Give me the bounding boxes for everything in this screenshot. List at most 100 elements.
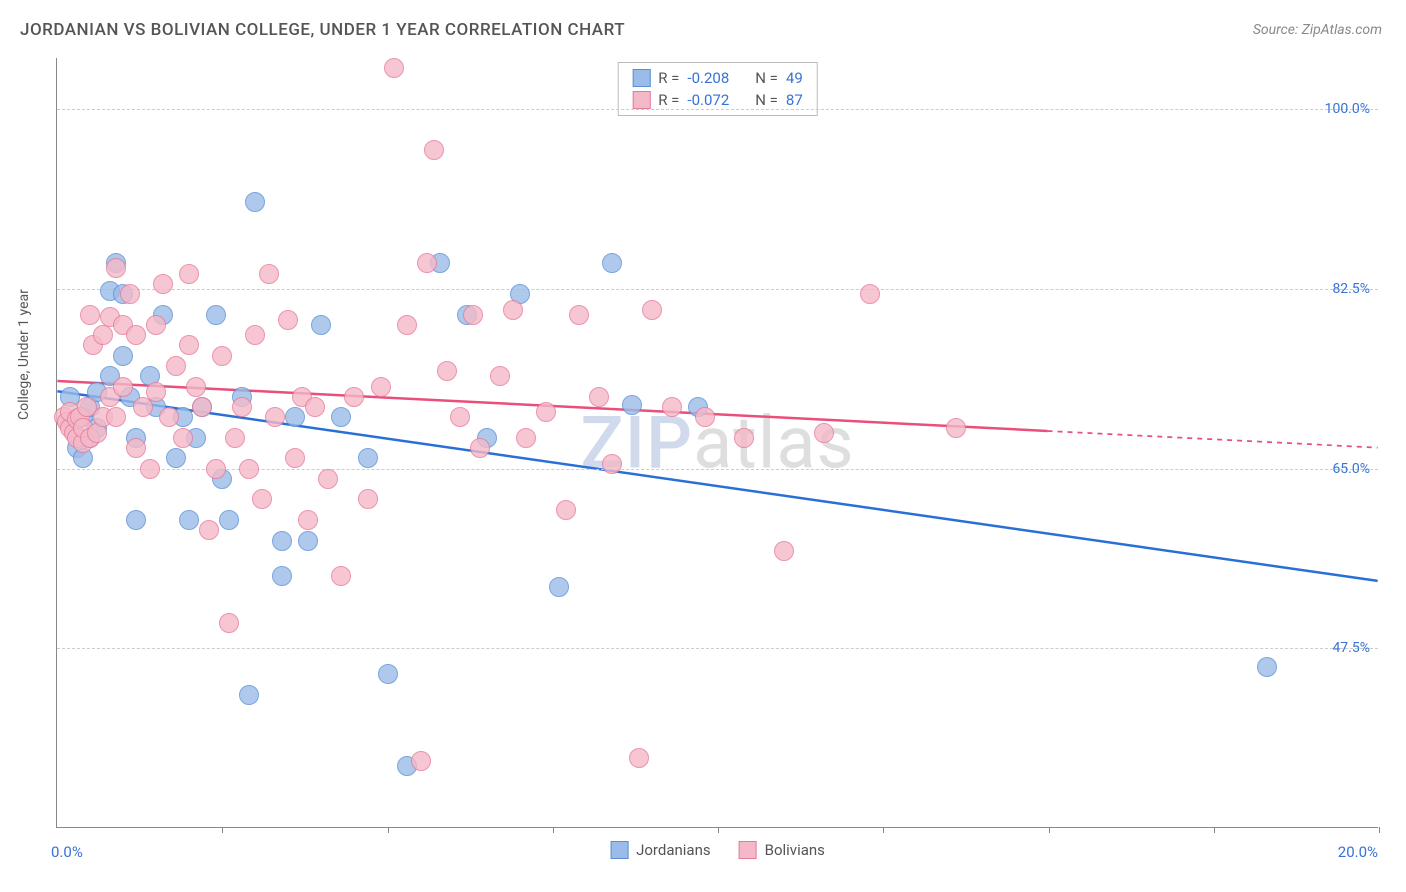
scatter-point (126, 438, 146, 458)
n-value: 87 (786, 89, 803, 111)
scatter-point (212, 346, 232, 366)
chart-container: JORDANIAN VS BOLIVIAN COLLEGE, UNDER 1 Y… (0, 0, 1406, 892)
scatter-point (602, 253, 622, 273)
n-label: N = (755, 67, 778, 89)
scatter-point (331, 566, 351, 586)
scatter-point (192, 397, 212, 417)
scatter-point (153, 274, 173, 294)
scatter-point (173, 428, 193, 448)
y-tick-label: 47.5% (1332, 640, 1370, 656)
scatter-point (239, 685, 259, 705)
scatter-point (166, 448, 186, 468)
scatter-point (384, 58, 404, 78)
scatter-point (232, 397, 252, 417)
scatter-point (113, 346, 133, 366)
scatter-point (146, 315, 166, 335)
trend-lines-layer (57, 58, 1378, 827)
scatter-point (569, 305, 589, 325)
legend-swatch (632, 91, 650, 109)
scatter-point (120, 284, 140, 304)
scatter-point (860, 284, 880, 304)
scatter-point (225, 428, 245, 448)
scatter-point (146, 382, 166, 402)
scatter-point (285, 448, 305, 468)
y-tick-label: 65.0% (1332, 461, 1370, 477)
scatter-point (358, 489, 378, 509)
scatter-point (206, 459, 226, 479)
scatter-point (113, 377, 133, 397)
legend-row: R = -0.072 N = 87 (632, 89, 803, 111)
scatter-point (344, 387, 364, 407)
scatter-point (417, 253, 437, 273)
y-tick-label: 82.5% (1332, 281, 1370, 297)
gridline (57, 648, 1378, 649)
scatter-point (814, 423, 834, 443)
scatter-point (470, 438, 490, 458)
x-axis-max-label: 20.0% (1338, 843, 1378, 861)
scatter-point (662, 397, 682, 417)
n-label: N = (755, 89, 778, 111)
scatter-point (397, 315, 417, 335)
x-tick (718, 827, 719, 833)
scatter-point (219, 613, 239, 633)
x-axis-min-label: 0.0% (51, 843, 83, 861)
scatter-point (734, 428, 754, 448)
scatter-point (278, 310, 298, 330)
legend-item: Jordanians (610, 841, 711, 859)
scatter-point (536, 402, 556, 422)
scatter-point (245, 325, 265, 345)
x-tick (1049, 827, 1050, 833)
scatter-point (503, 300, 523, 320)
r-value: -0.072 (687, 89, 729, 111)
scatter-point (318, 469, 338, 489)
x-tick (222, 827, 223, 833)
scatter-point (245, 192, 265, 212)
scatter-point (239, 459, 259, 479)
scatter-point (589, 387, 609, 407)
r-label: R = (658, 67, 679, 89)
scatter-point (305, 397, 325, 417)
scatter-point (556, 500, 576, 520)
scatter-point (106, 258, 126, 278)
legend-label: Bolivians (765, 841, 825, 859)
trend-line (57, 391, 1377, 581)
scatter-point (179, 264, 199, 284)
scatter-point (516, 428, 536, 448)
scatter-point (378, 664, 398, 684)
x-tick (883, 827, 884, 833)
plot-area: ZIPatlas R =-0.208N =49R =-0.072N =87 Jo… (56, 58, 1378, 828)
scatter-point (252, 489, 272, 509)
x-tick (1379, 827, 1380, 833)
n-value: 49 (786, 67, 803, 89)
scatter-point (179, 335, 199, 355)
y-tick-label: 100.0% (1325, 101, 1370, 117)
x-tick (553, 827, 554, 833)
scatter-point (946, 418, 966, 438)
scatter-point (490, 366, 510, 386)
scatter-point (93, 325, 113, 345)
scatter-point (140, 459, 160, 479)
scatter-point (549, 577, 569, 597)
scatter-point (179, 510, 199, 530)
scatter-point (219, 510, 239, 530)
scatter-point (272, 531, 292, 551)
legend-swatch (610, 841, 628, 859)
scatter-point (622, 395, 642, 415)
scatter-point (259, 264, 279, 284)
r-label: R = (658, 89, 679, 111)
scatter-point (186, 377, 206, 397)
legend-swatch (632, 69, 650, 87)
legend-swatch (739, 841, 757, 859)
scatter-point (166, 356, 186, 376)
x-tick (1214, 827, 1215, 833)
scatter-point (463, 305, 483, 325)
scatter-point (285, 407, 305, 427)
source-name: ZipAtlas.com (1302, 22, 1382, 38)
scatter-point (358, 448, 378, 468)
scatter-point (331, 407, 351, 427)
r-value: -0.208 (687, 67, 729, 89)
trend-line-extrapolated (1048, 431, 1378, 448)
scatter-point (411, 751, 431, 771)
scatter-point (437, 361, 457, 381)
scatter-point (298, 510, 318, 530)
